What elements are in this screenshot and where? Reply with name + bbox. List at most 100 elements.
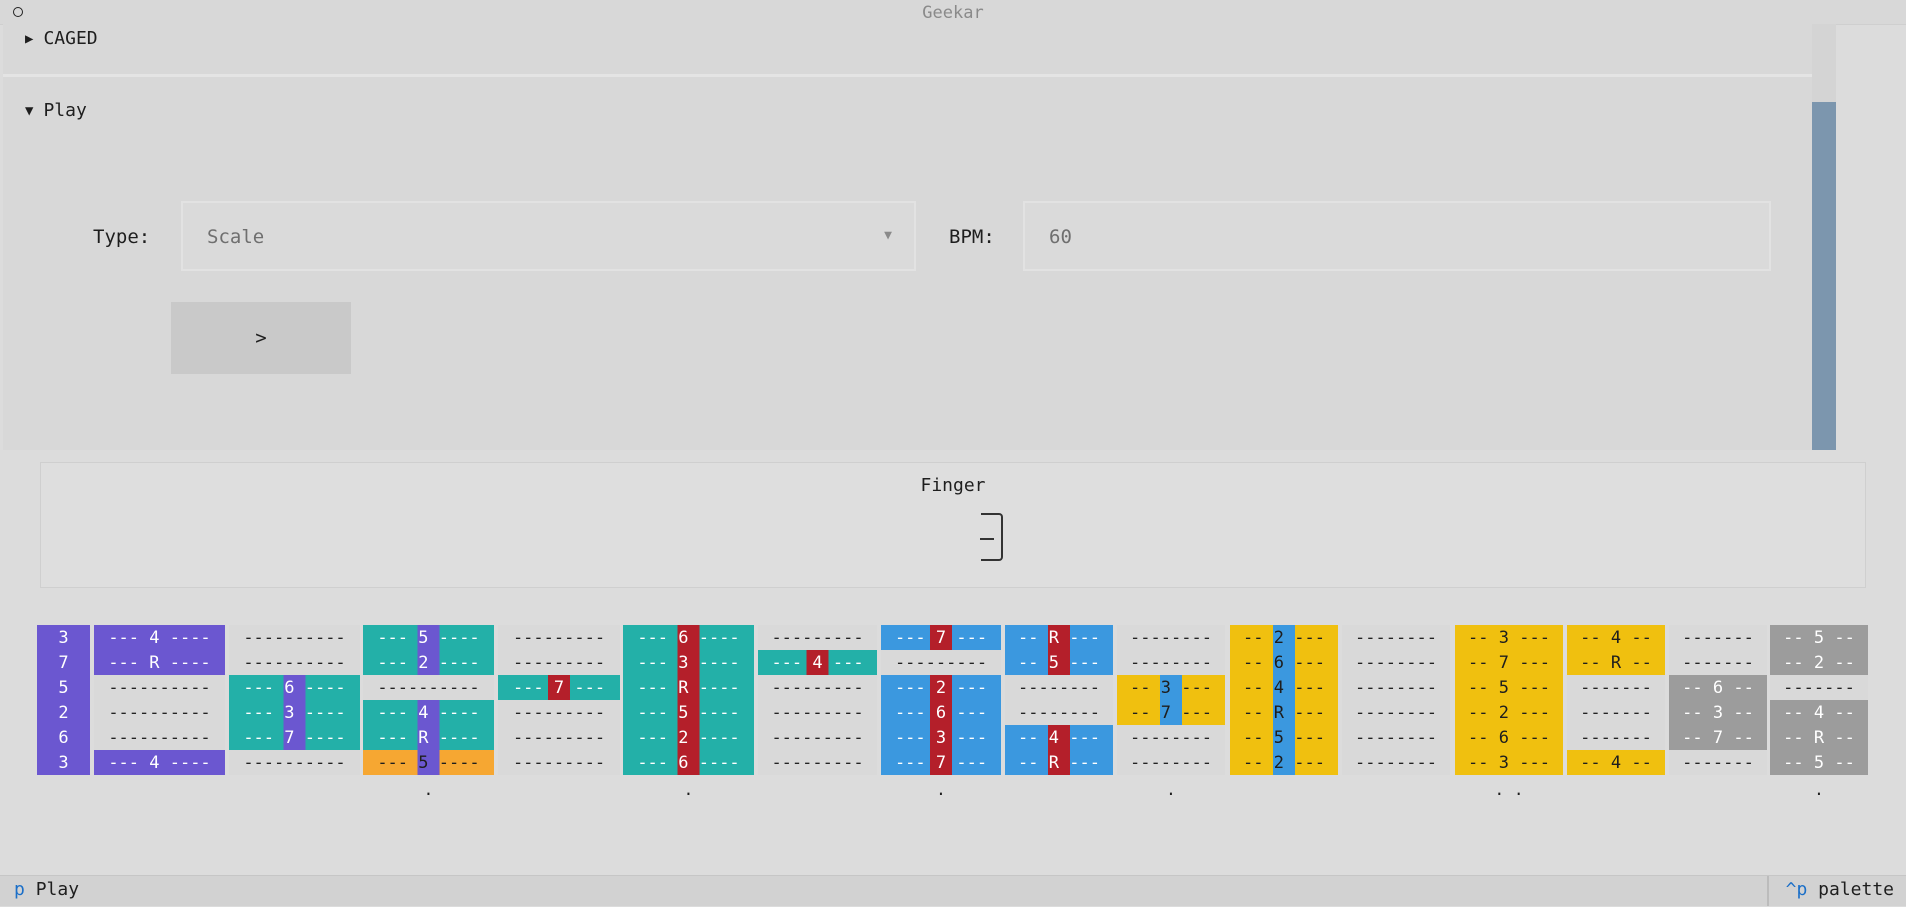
window-menu-icon[interactable] <box>13 7 23 17</box>
palette-shortcut[interactable]: ^p palette <box>1786 879 1894 900</box>
fret-cell[interactable]: -- 6 --- <box>1455 725 1563 750</box>
fret-cell[interactable]: --- R ---- <box>363 725 494 750</box>
fret-cell[interactable]: -- 3 -- <box>1669 700 1767 725</box>
fret-cell[interactable]: ------- <box>1567 675 1665 700</box>
fret-cell[interactable]: -- 4 --- <box>1230 675 1338 700</box>
fret-cell[interactable]: ------- <box>1669 625 1767 650</box>
fret-cell[interactable]: --------- <box>758 675 877 700</box>
fret-cell[interactable]: --- 7 --- <box>498 675 620 700</box>
fret-cell[interactable]: --- 5 ---- <box>363 625 494 650</box>
fret-cell[interactable]: -- 7 -- <box>1669 725 1767 750</box>
fret-cell[interactable]: --- 2 ---- <box>623 725 754 750</box>
fret-cell[interactable]: 3 <box>37 750 90 775</box>
fret-cell[interactable]: ---------- <box>229 625 360 650</box>
fret-cell[interactable]: -------- <box>1117 725 1225 750</box>
fret-cell[interactable]: --- 7 --- <box>881 750 1001 775</box>
fret-cell[interactable]: 2 <box>37 700 90 725</box>
fret-cell[interactable]: --- 6 ---- <box>623 625 754 650</box>
fret-cell[interactable]: --- 7 ---- <box>229 725 360 750</box>
fret-cell[interactable]: --------- <box>498 750 620 775</box>
scrollbar-thumb[interactable] <box>1812 102 1836 450</box>
play-section-header[interactable]: ▼ Play <box>25 100 87 121</box>
fret-cell[interactable]: -- 4 -- <box>1567 625 1665 650</box>
fret-cell[interactable]: --------- <box>758 625 877 650</box>
fret-cell[interactable]: --------- <box>498 700 620 725</box>
fret-cell[interactable]: ------- <box>1770 675 1868 700</box>
fret-cell[interactable]: ------- <box>1669 650 1767 675</box>
fret-cell[interactable]: -------- <box>1117 625 1225 650</box>
fret-cell[interactable]: ------- <box>1669 750 1767 775</box>
fret-cell[interactable]: --------- <box>758 725 877 750</box>
fret-cell[interactable]: 6 <box>37 725 90 750</box>
fret-cell[interactable]: -- 5 --- <box>1230 725 1338 750</box>
fret-cell[interactable]: --------- <box>758 750 877 775</box>
play-shortcut[interactable]: p Play <box>14 879 79 900</box>
fret-cell[interactable]: --- 3 ---- <box>623 650 754 675</box>
fret-cell[interactable]: -- R --- <box>1230 700 1338 725</box>
fret-cell[interactable]: -- 5 --- <box>1455 675 1563 700</box>
fret-cell[interactable]: --- 2 --- <box>881 675 1001 700</box>
fret-cell[interactable]: -- 6 --- <box>1230 650 1338 675</box>
fret-cell[interactable]: --- 7 --- <box>881 625 1001 650</box>
fret-cell[interactable]: ---------- <box>94 700 225 725</box>
bpm-input[interactable]: 60 <box>1023 201 1771 271</box>
fret-cell[interactable]: -- 3 --- <box>1455 750 1563 775</box>
fret-cell[interactable]: -------- <box>1117 650 1225 675</box>
fret-cell[interactable]: --------- <box>498 725 620 750</box>
fret-cell[interactable]: -------- <box>1342 725 1450 750</box>
fret-cell[interactable]: --- 3 --- <box>881 725 1001 750</box>
fret-cell[interactable]: --- 2 ---- <box>363 650 494 675</box>
fret-cell[interactable]: -- 7 --- <box>1455 650 1563 675</box>
fret-cell[interactable]: 7 <box>37 650 90 675</box>
fret-cell[interactable]: -- 4 --- <box>1005 725 1113 750</box>
fret-cell[interactable]: --------- <box>881 650 1001 675</box>
fret-cell[interactable]: -- 7 --- <box>1117 700 1225 725</box>
caged-section-header[interactable]: ▶ CAGED <box>25 28 98 49</box>
fret-cell[interactable]: -------- <box>1342 675 1450 700</box>
fret-cell[interactable]: -- 5 -- <box>1770 625 1868 650</box>
fret-cell[interactable]: -- 5 -- <box>1770 750 1868 775</box>
fret-cell[interactable]: ---------- <box>229 650 360 675</box>
fret-cell[interactable]: --- 4 ---- <box>363 700 494 725</box>
type-select[interactable]: Scale ▼ <box>181 201 916 271</box>
fret-cell[interactable]: -------- <box>1342 650 1450 675</box>
fret-cell[interactable]: -- 5 --- <box>1005 650 1113 675</box>
fret-cell[interactable]: --- 6 ---- <box>229 675 360 700</box>
fret-cell[interactable]: --- 4 --- <box>758 650 877 675</box>
fret-cell[interactable]: --------- <box>498 650 620 675</box>
fret-cell[interactable]: -- R -- <box>1567 650 1665 675</box>
fret-cell[interactable]: --- R ---- <box>623 675 754 700</box>
fret-cell[interactable]: -------- <box>1342 750 1450 775</box>
fret-cell[interactable]: ---------- <box>94 725 225 750</box>
fret-cell[interactable]: ------- <box>1567 700 1665 725</box>
fret-cell[interactable]: -- 3 --- <box>1455 625 1563 650</box>
fret-cell[interactable]: --------- <box>758 700 877 725</box>
fret-cell[interactable]: -- R -- <box>1770 725 1868 750</box>
fret-cell[interactable]: ---------- <box>94 675 225 700</box>
fret-cell[interactable]: --- 4 ---- <box>94 750 225 775</box>
fret-cell[interactable]: 3 <box>37 625 90 650</box>
fret-cell[interactable]: --- R ---- <box>94 650 225 675</box>
fret-cell[interactable]: -- 4 -- <box>1770 700 1868 725</box>
fret-cell[interactable]: -------- <box>1005 675 1113 700</box>
fret-cell[interactable]: ------- <box>1567 725 1665 750</box>
fret-cell[interactable]: --- 4 ---- <box>94 625 225 650</box>
fret-cell[interactable]: -------- <box>1342 700 1450 725</box>
fret-cell[interactable]: --- 5 ---- <box>363 750 494 775</box>
fret-cell[interactable]: ---------- <box>229 750 360 775</box>
fret-cell[interactable]: -- R --- <box>1005 750 1113 775</box>
fret-cell[interactable]: -- 2 --- <box>1230 750 1338 775</box>
fret-cell[interactable]: -- 4 -- <box>1567 750 1665 775</box>
fret-cell[interactable]: -------- <box>1005 700 1113 725</box>
fret-cell[interactable]: -- 2 --- <box>1230 625 1338 650</box>
fret-cell[interactable]: -- 3 --- <box>1117 675 1225 700</box>
play-button[interactable]: > <box>171 302 351 374</box>
fret-cell[interactable]: --- 6 --- <box>881 700 1001 725</box>
fret-cell[interactable]: --- 5 ---- <box>623 700 754 725</box>
fret-cell[interactable]: -------- <box>1342 625 1450 650</box>
fret-cell[interactable]: -- 2 -- <box>1770 650 1868 675</box>
fret-cell[interactable]: -- 2 --- <box>1455 700 1563 725</box>
fret-cell[interactable]: --------- <box>498 625 620 650</box>
fret-cell[interactable]: -------- <box>1117 750 1225 775</box>
fret-cell[interactable]: --- 6 ---- <box>623 750 754 775</box>
